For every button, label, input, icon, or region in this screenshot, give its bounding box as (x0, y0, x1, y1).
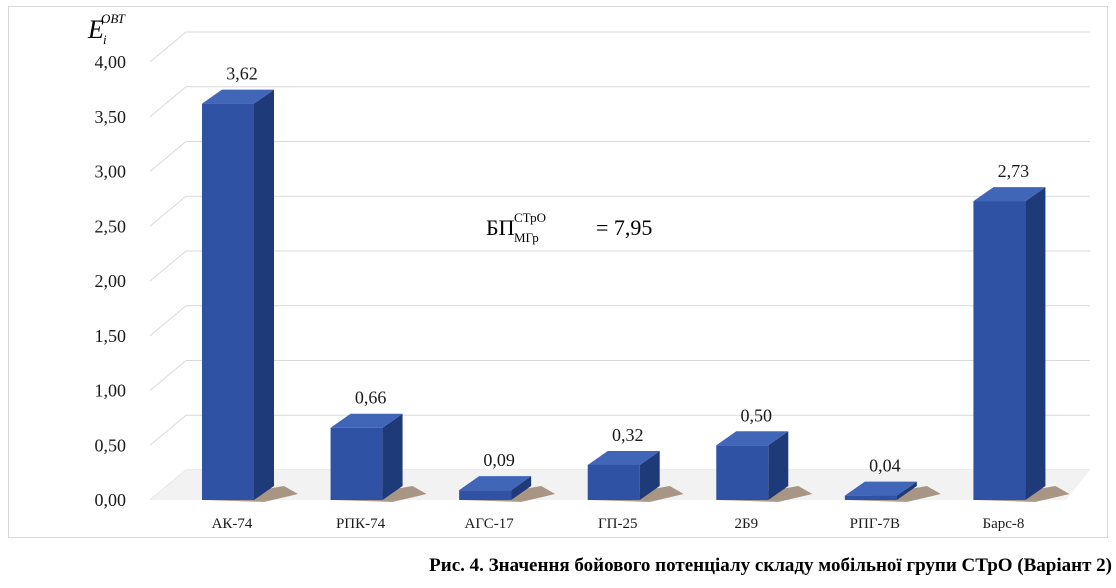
bar-top (844, 481, 917, 496)
bar-side (1025, 187, 1046, 500)
data-label: 2,73 (998, 161, 1030, 181)
bar-side (768, 431, 789, 500)
bar (844, 495, 897, 500)
gridline-slant (149, 414, 187, 446)
y-tick-label: 2,00 (95, 271, 127, 291)
bar-side (382, 413, 403, 500)
bar-side (511, 476, 532, 500)
bar-side (639, 450, 660, 500)
data-labels: 3,62 0,66 0,09 0,32 0,50 0,04 2,73 (226, 64, 1029, 476)
bar-top (330, 413, 403, 428)
bar (202, 103, 254, 501)
data-label: 3,62 (226, 64, 258, 84)
gridline-slant (149, 195, 187, 227)
bar (716, 445, 769, 500)
x-tick-label: 2Б9 (734, 516, 758, 532)
bar-side (254, 89, 274, 501)
chart-svg: 0,00 0,50 1,00 1,50 2,00 2,50 3,00 3,50 4,00 АК-… (87, 11, 1090, 532)
x-tick-label: Барс-8 (982, 516, 1024, 532)
x-tick-label: АГС-17 (464, 516, 514, 532)
y-axis-title-sup: ОВТ (101, 11, 126, 26)
x-tick-label: РПК-74 (336, 516, 386, 532)
bar (330, 427, 383, 500)
gridline-slant (149, 86, 187, 118)
y-tick-label: 3,00 (95, 162, 127, 182)
gridline-slant (149, 360, 187, 391)
bar-side (896, 481, 917, 500)
bar-top (716, 431, 789, 446)
gridline-slant (149, 305, 187, 337)
x-tick-label: ГП-25 (598, 516, 638, 532)
gridline-slant (149, 250, 187, 282)
bar-top (202, 89, 274, 104)
y-tick-label: 1,50 (95, 326, 127, 346)
data-label: 0,32 (612, 425, 644, 445)
y-tick-labels: 0,00 0,50 1,00 1,50 2,00 2,50 3,00 3,50 4,00 (95, 52, 127, 510)
category-labels: АК-74 РПК-74 АГС-17 ГП-25 2Б9 РПГ-7В Барс-8 (212, 516, 1025, 532)
y-tick-label: 1,00 (95, 381, 127, 401)
y-tick-label: 0,00 (95, 490, 127, 510)
annotation-value: = 7,95 (596, 215, 652, 240)
bar (459, 490, 512, 500)
bar-top (973, 187, 1046, 202)
y-tick-label: 4,00 (95, 52, 127, 72)
chart-frame (8, 6, 1108, 538)
y-tick-label: 0,50 (95, 435, 127, 455)
y-axis-title: E ОВТ i (87, 11, 126, 47)
annotation-sup: СТрО (514, 210, 546, 225)
bar-top (459, 476, 532, 491)
gridlines (149, 31, 1090, 501)
annotation-main: БП (486, 215, 515, 240)
annotation-sub: МГр (514, 230, 539, 245)
data-label: 0,50 (741, 405, 773, 425)
gridline-slant (149, 31, 187, 63)
bar (973, 201, 1026, 500)
x-tick-label: АК-74 (212, 516, 253, 532)
data-label: 0,66 (355, 388, 387, 408)
x-tick-label: РПГ-7В (850, 516, 900, 532)
y-axis-title-sub: i (103, 32, 107, 47)
total-annotation: БП СТрО МГр = 7,95 (486, 210, 652, 245)
y-axis-title-main: E (87, 15, 104, 44)
gridline-slant (149, 141, 187, 172)
bar-top (587, 450, 660, 465)
y-tick-label: 2,50 (95, 216, 127, 236)
bars (150, 89, 1090, 502)
figure-caption: Рис. 4. Значення бойового потенціалу скл… (429, 555, 1112, 576)
bar (587, 464, 640, 500)
y-tick-label: 3,50 (95, 107, 127, 127)
data-label: 0,04 (869, 456, 901, 476)
data-label: 0,09 (483, 450, 515, 470)
